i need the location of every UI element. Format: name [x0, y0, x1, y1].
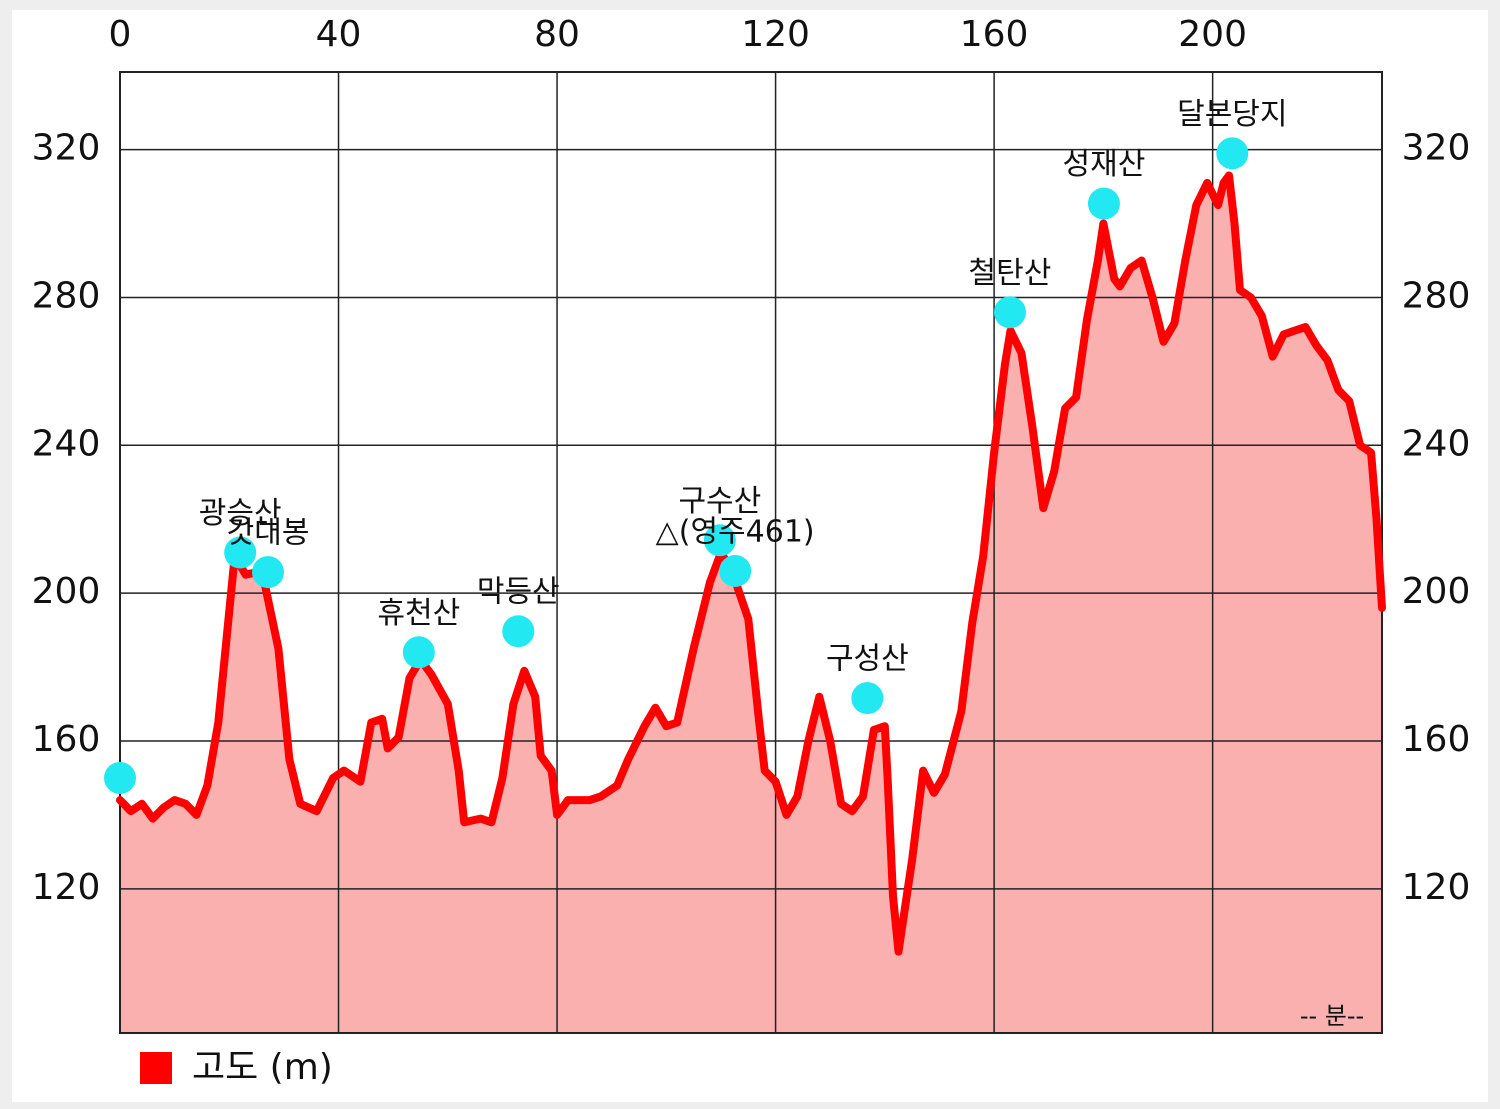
waypoint: [402, 636, 435, 669]
waypoint-label: 철탄산: [969, 256, 1052, 291]
waypoint: [719, 554, 752, 587]
waypoint-label: 구수산: [678, 484, 761, 519]
y-tick-label: 240: [32, 423, 101, 464]
y2-tick-label: 120: [1402, 867, 1471, 908]
y-tick-label: 200: [32, 571, 101, 612]
waypoint: [1087, 187, 1120, 220]
waypoint: [252, 556, 285, 589]
waypoint: [224, 536, 257, 569]
legend-swatch: [140, 1052, 172, 1084]
waypoint-label: 휴천산: [377, 596, 460, 631]
x-tick-label: 120: [741, 14, 810, 55]
waypoint: [851, 682, 884, 715]
y2-tick-label: 320: [1402, 128, 1471, 169]
legend-label: 고도 (m): [192, 1047, 333, 1088]
waypoint-label: 막등산: [477, 575, 560, 610]
x-tick-label: 0: [109, 14, 132, 55]
waypoint-label: 구성산: [826, 642, 909, 677]
y2-tick-label: 280: [1402, 275, 1471, 316]
waypoint-label: 갓대봉: [227, 516, 310, 551]
area-fill: [120, 175, 1382, 1033]
x-tick-label: 80: [534, 14, 580, 55]
y2-tick-label: 240: [1402, 423, 1471, 464]
waypoint: [502, 615, 535, 648]
waypoint-label: 광승산: [199, 496, 282, 531]
waypoint: [1216, 137, 1249, 170]
y-tick-label: 160: [32, 719, 101, 760]
waypoint: [703, 524, 736, 557]
y2-tick-label: 160: [1402, 719, 1471, 760]
elevation-line: [116, 171, 1386, 956]
waypoint-label: △(영주461): [656, 514, 815, 549]
waypoint-label: 성재산: [1063, 147, 1146, 182]
y-tick-label: 280: [32, 275, 101, 316]
x-tick-label: 200: [1178, 14, 1247, 55]
x-tick-label: 160: [960, 14, 1029, 55]
waypoint: [104, 761, 136, 794]
x-tick-label: 40: [316, 14, 362, 55]
y-tick-label: 320: [32, 128, 101, 169]
waypoint: [993, 296, 1026, 329]
y2-tick-label: 200: [1402, 571, 1471, 612]
x-axis-unit: -- 분--: [1300, 1002, 1364, 1030]
waypoint-label: 달본당지: [1177, 97, 1287, 132]
y-tick-label: 120: [32, 867, 101, 908]
